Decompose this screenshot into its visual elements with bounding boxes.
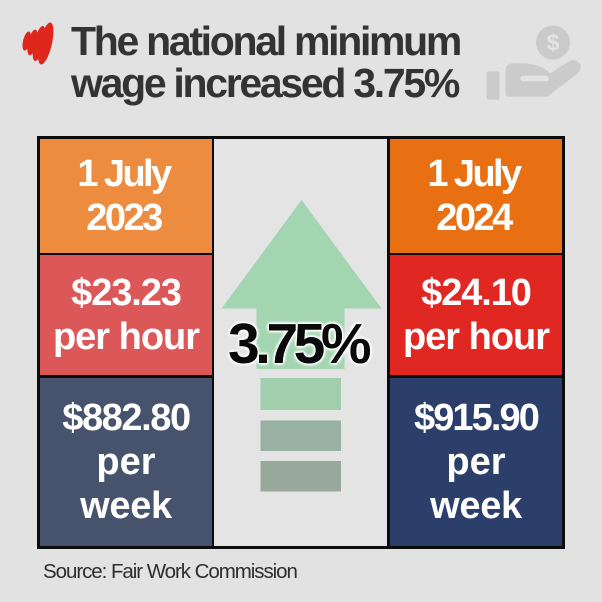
svg-text:$: $ (547, 30, 560, 56)
